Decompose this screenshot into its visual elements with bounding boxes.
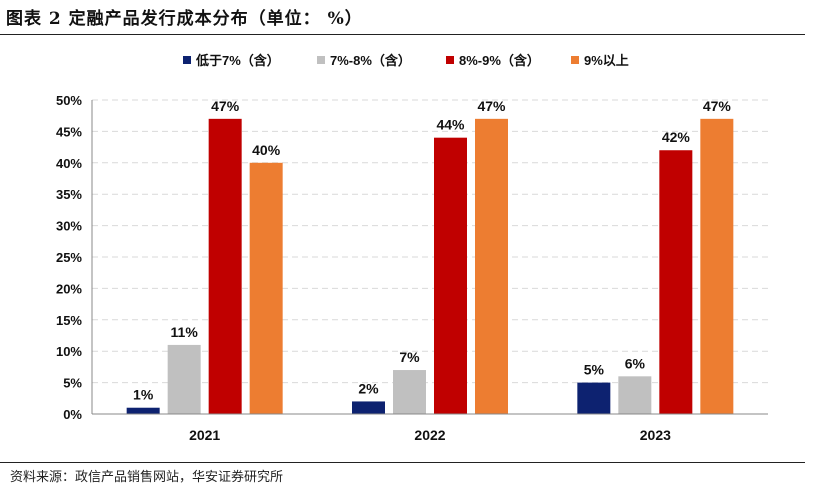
x-tick-label: 2021 [189,427,220,443]
legend-swatch [183,56,191,64]
legend-label: 8%-9%（含） [459,53,540,68]
data-label: 6% [625,355,646,371]
gridlines [92,99,768,384]
bar [167,344,201,414]
x-axis: 2021 2022 2023 [92,413,768,443]
source-rule [0,462,805,463]
bar [249,162,283,414]
title-rule [0,34,805,35]
bar [393,370,426,414]
bar [475,118,508,414]
x-tick-label: 2022 [414,427,445,443]
data-labels: 1% 11% 47% 40% 2% 7% 44% 47% 5% 6% 42% 47% [133,98,731,403]
data-label: 2% [358,380,379,396]
data-label: 5% [584,362,605,378]
bar [700,118,734,414]
y-tick-label: 10% [56,344,82,359]
bar [126,407,160,414]
y-axis: 0% 5% 10% 15% 20% 25% 30% 35% 40% 45% 50% [56,93,93,422]
y-tick-label: 35% [56,187,82,202]
legend-label: 9%以上 [584,53,629,68]
x-tick-label: 2023 [640,427,671,443]
y-tick-label: 20% [56,281,82,296]
data-label: 40% [252,142,281,158]
y-tick-label: 5% [63,376,82,391]
data-label: 42% [662,129,691,145]
y-tick-label: 45% [56,124,82,139]
y-tick-label: 40% [56,156,82,171]
bar [659,150,693,415]
data-label: 7% [399,349,420,365]
y-tick-label: 15% [56,313,82,328]
data-label: 47% [211,98,240,114]
legend-swatch [317,56,325,64]
legend-swatch [446,56,454,64]
data-label: 11% [171,324,199,340]
data-label: 1% [133,387,154,403]
legend-swatch [571,56,579,64]
bar-series [126,118,734,415]
data-label: 47% [477,98,506,114]
bar [434,137,467,414]
legend-label: 低于7%（含） [195,53,280,68]
bar [618,376,652,414]
legend: 低于7%（含） 7%-8%（含） 8%-9%（含） 9%以上 [183,53,629,68]
bar [577,382,611,414]
y-tick-label: 0% [63,407,82,422]
bar [352,401,385,414]
bar [208,118,242,414]
data-label: 44% [436,117,465,133]
chart-title: 图表 2 定融产品发行成本分布（单位： %） [6,9,363,29]
legend-label: 7%-8%（含） [330,53,411,68]
source-note: 资料来源：政信产品销售网站，华安证券研究所 [10,470,284,485]
y-tick-label: 30% [56,219,82,234]
y-tick-label: 25% [56,250,82,265]
y-tick-label: 50% [56,93,82,108]
data-label: 47% [703,98,732,114]
